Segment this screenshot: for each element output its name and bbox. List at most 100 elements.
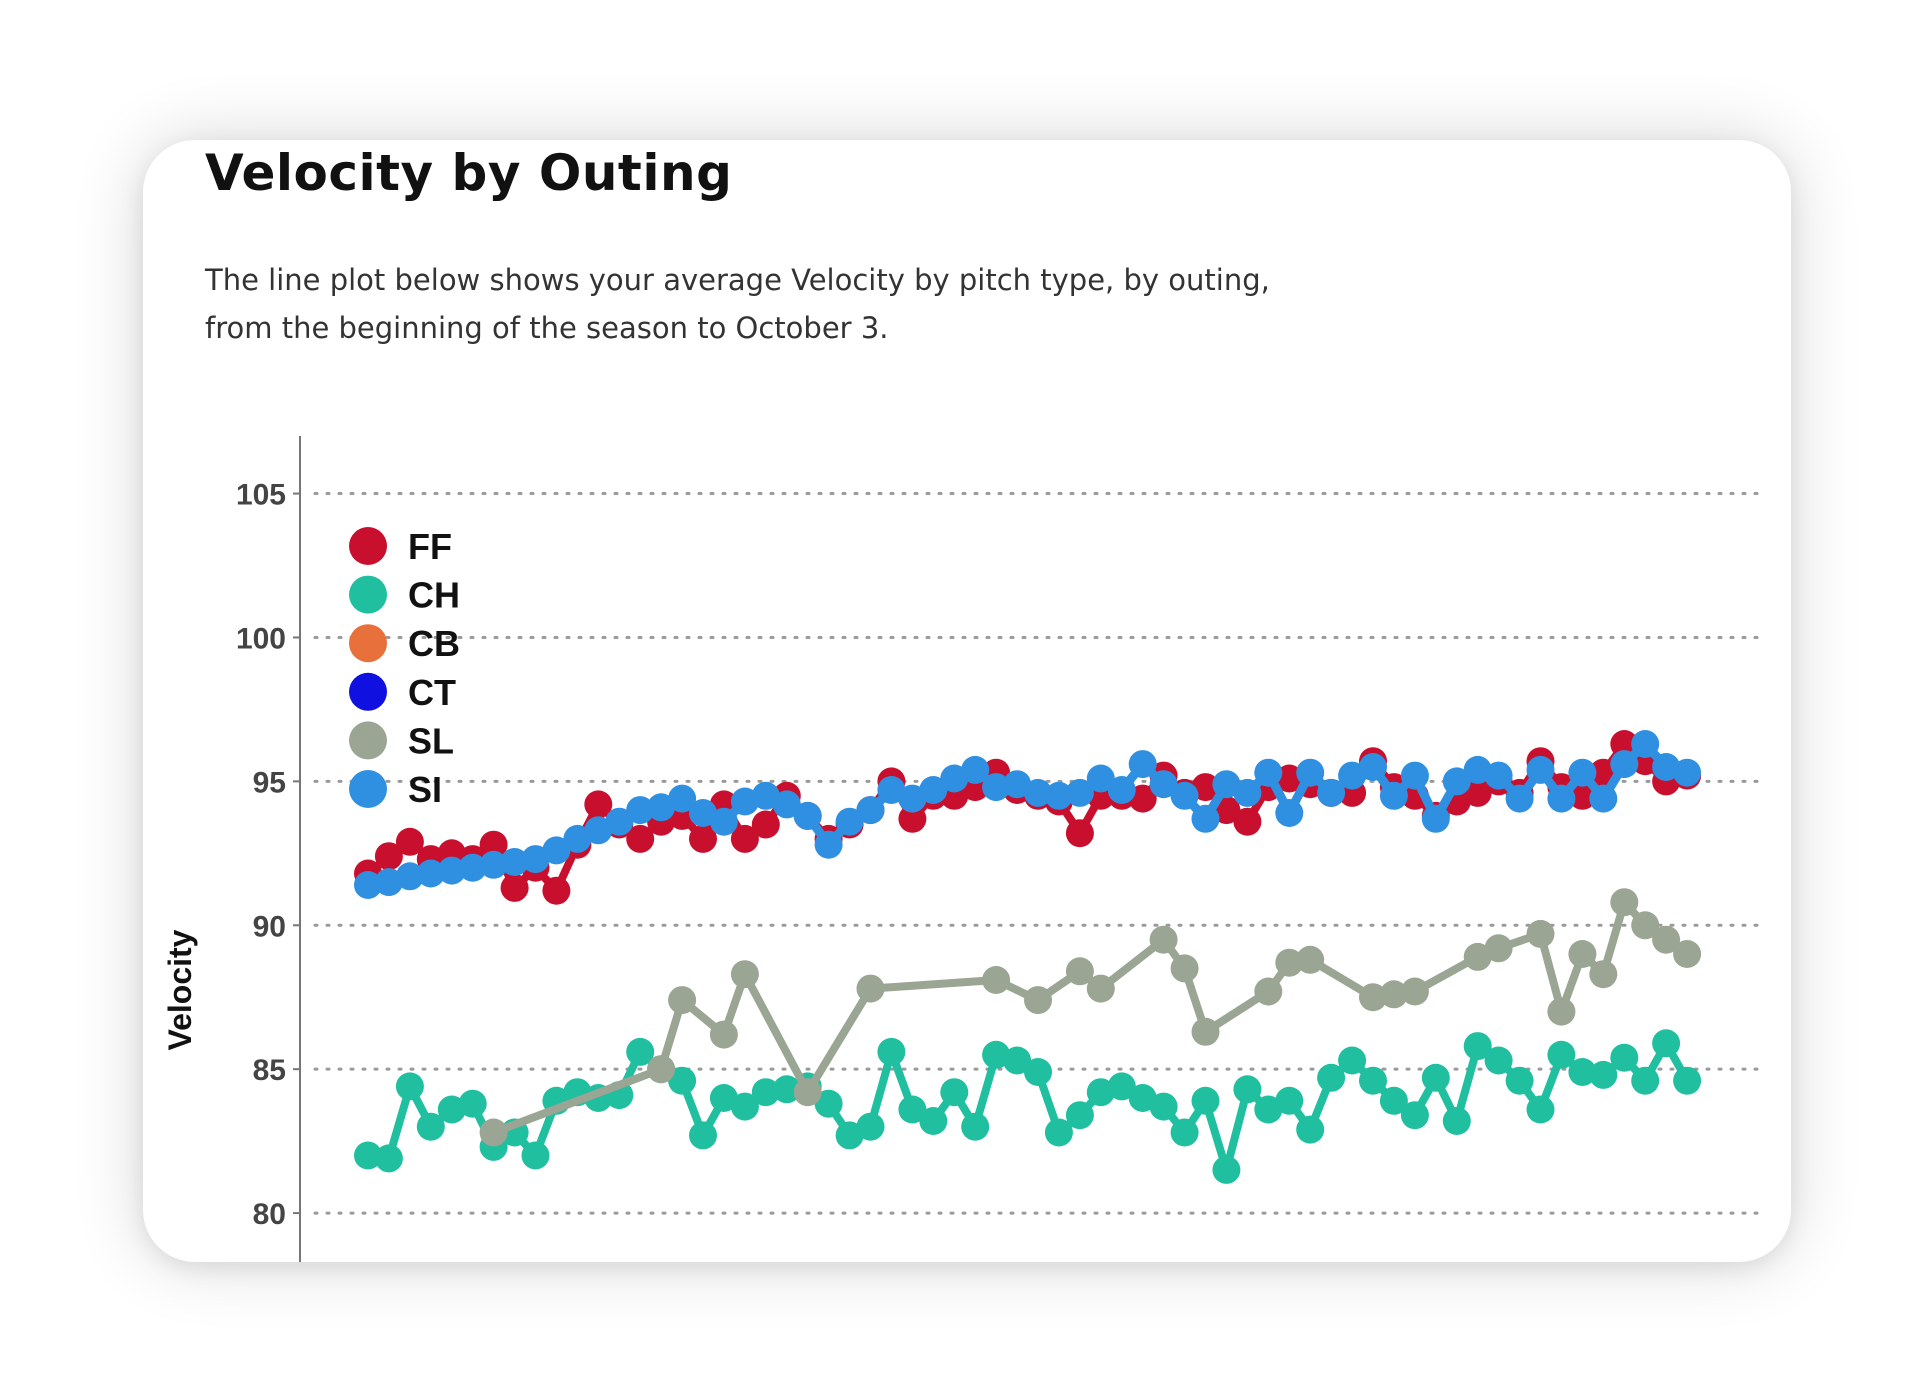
point-ch-45 [1296,1115,1325,1144]
point-sl-16 [1296,945,1325,974]
point-sl-0 [479,1118,508,1147]
y-tick-label-80: 80 [253,1198,286,1231]
point-si-46 [1317,778,1346,807]
point-si-63 [1673,758,1702,787]
y-tick-label-105: 105 [236,479,286,512]
point-sl-4 [730,960,759,989]
y-tick-label-85: 85 [253,1054,286,1087]
point-ff-26 [898,804,927,833]
point-ff-53 [1463,778,1492,807]
point-ff-13 [626,824,655,853]
point-ff-7 [500,873,529,902]
point-ch-29 [961,1112,990,1141]
point-si-61 [1631,730,1660,758]
point-ch-22 [814,1089,843,1118]
point-ch-23 [835,1121,864,1150]
point-ch-52 [1442,1107,1471,1135]
point-ch-33 [1044,1118,1073,1147]
point-ff-6 [479,830,508,859]
point-ch-49 [1379,1086,1408,1115]
point-ch-28 [940,1078,969,1107]
legend-label-cb: CB [408,623,460,664]
legend-label-ff: FF [408,526,452,567]
point-ch-42 [1233,1075,1262,1104]
point-ff-16 [689,824,717,853]
point-ch-30 [982,1040,1011,1069]
point-sl-8 [1024,986,1052,1015]
point-ch-31 [1003,1046,1032,1075]
point-ff-19 [751,810,780,839]
point-si-7 [500,848,529,876]
point-ch-62 [1652,1029,1681,1058]
point-ch-18 [730,1092,759,1121]
point-sl-1 [647,1055,676,1084]
point-si-30 [982,773,1011,802]
point-si-49 [1379,781,1408,810]
point-ch-60 [1610,1043,1639,1072]
point-sl-10 [1086,974,1115,1003]
point-ch-27 [919,1107,948,1135]
point-ff-11 [584,790,613,819]
series-sl [479,888,1702,1147]
point-ch-47 [1338,1046,1367,1075]
point-ch-56 [1526,1095,1555,1124]
point-ff-40 [1191,773,1220,802]
point-si-40 [1191,804,1220,833]
point-si-24 [856,796,885,825]
point-ch-35 [1086,1078,1115,1107]
point-sl-5 [793,1078,822,1107]
point-ch-32 [1024,1058,1052,1086]
point-si-62 [1652,753,1681,781]
point-si-56 [1526,755,1555,784]
point-ch-53 [1463,1032,1492,1061]
point-sl-29 [1673,940,1702,968]
point-si-4 [437,856,466,885]
point-si-57 [1547,784,1576,813]
point-sl-12 [1170,954,1199,983]
point-ch-26 [898,1095,927,1124]
point-si-44 [1275,799,1304,827]
point-ch-38 [1149,1092,1178,1121]
point-si-43 [1254,758,1283,787]
point-ch-24 [856,1112,885,1141]
point-si-37 [1128,750,1157,779]
point-ch-25 [877,1037,906,1066]
point-sl-15 [1275,948,1304,977]
point-si-14 [647,793,676,822]
point-si-15 [668,784,697,813]
point-ch-46 [1317,1063,1346,1092]
point-ff-42 [1233,807,1262,836]
point-sl-25 [1589,960,1618,989]
point-si-52 [1442,767,1471,796]
point-ch-59 [1589,1060,1618,1089]
point-ch-58 [1568,1058,1597,1086]
point-si-27 [919,776,948,804]
point-si-12 [605,807,634,836]
point-si-9 [542,836,571,865]
y-axis-label: Velocity [162,929,198,1050]
point-sl-9 [1065,957,1094,986]
point-ch-41 [1212,1155,1241,1184]
legend-marker-sl [349,721,387,760]
point-si-38 [1149,770,1178,799]
point-ch-61 [1631,1066,1660,1095]
point-sl-2 [668,986,697,1015]
point-sl-24 [1568,940,1597,968]
point-si-48 [1359,753,1387,781]
point-ff-18 [730,824,759,853]
point-si-2 [395,862,424,891]
series-si [354,730,1702,899]
point-ch-17 [709,1084,738,1112]
chart-description: The line plot below shows your average V… [205,263,1270,345]
y-tick-label-90: 90 [253,910,286,943]
point-ch-40 [1191,1086,1220,1115]
point-si-45 [1296,758,1325,787]
point-si-16 [689,799,717,827]
point-sl-19 [1400,977,1429,1006]
point-ch-3 [416,1112,445,1141]
point-sl-18 [1379,980,1408,1009]
point-si-51 [1421,804,1450,833]
point-sl-11 [1149,925,1178,954]
point-si-42 [1233,778,1262,807]
point-si-58 [1568,758,1597,787]
